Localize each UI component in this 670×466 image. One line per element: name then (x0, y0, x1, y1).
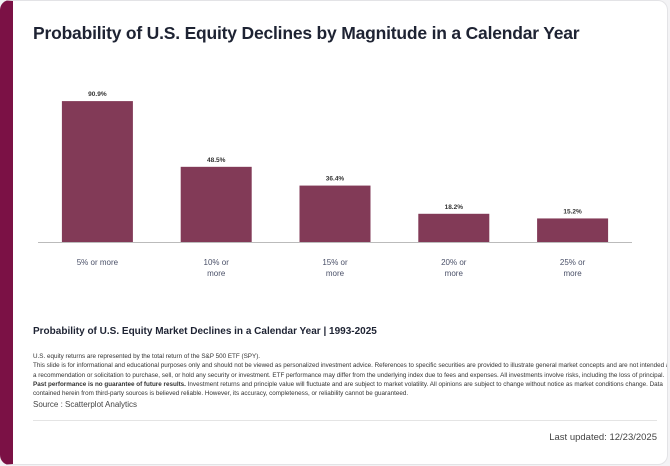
data-label: 18.2% (445, 204, 464, 211)
bar (180, 166, 252, 242)
bar (61, 101, 133, 242)
category-label: more (207, 269, 226, 278)
category-label: 10% or (204, 258, 230, 267)
bar (537, 218, 609, 242)
category-label: 25% or (560, 258, 586, 267)
data-label: 36.4% (326, 176, 345, 183)
data-label: 15.2% (563, 208, 582, 215)
category-label: 20% or (441, 258, 467, 267)
source: Source : Scatterplot Analytics (33, 400, 138, 409)
category-label: more (563, 269, 582, 278)
data-label: 48.5% (207, 157, 226, 164)
data-label: 90.9% (88, 91, 107, 98)
divider (33, 420, 657, 421)
bar-chart: 90.9% 5% or more 48.5% 10% or more 36.4% 15% o… (38, 91, 632, 278)
disclaimer-text: Investment returns and principle value w… (33, 380, 663, 398)
disclaimer-bold: Past performance is no guarantee of futu… (33, 380, 186, 388)
category-label: more (445, 269, 464, 278)
chart-subtitle: Probability of U.S. Equity Market Declin… (33, 326, 377, 337)
category-label: 15% or (322, 258, 348, 267)
disclaimer: U.S. equity returns are represented by t… (33, 352, 668, 398)
last-updated: Last updated: 12/23/2025 (549, 432, 657, 443)
bar (418, 213, 490, 242)
chart-title: Probability of U.S. Equity Declines by M… (33, 23, 580, 43)
category-label: 5% or more (77, 258, 119, 267)
disclaimer-line: U.S. equity returns are represented by t… (33, 353, 261, 360)
bar (299, 185, 371, 242)
disclaimer-text: This slide is for informational and educ… (33, 362, 668, 379)
disclaimer-body: This slide is for informational and educ… (33, 361, 668, 398)
category-label: more (326, 269, 345, 278)
